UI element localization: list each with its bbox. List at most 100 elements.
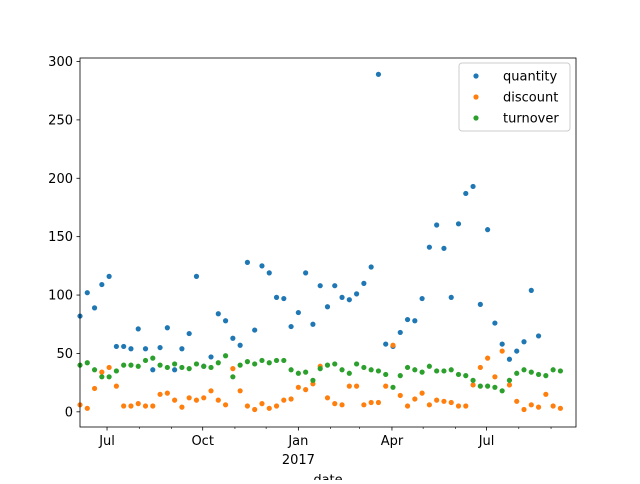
quantity-point bbox=[84, 290, 90, 296]
quantity-point bbox=[528, 287, 534, 293]
discount-point bbox=[448, 399, 454, 406]
quantity-point bbox=[208, 354, 214, 360]
discount-point bbox=[201, 395, 207, 401]
quantity-point bbox=[448, 294, 454, 300]
discount-point bbox=[193, 397, 200, 403]
legend-marker-turnover bbox=[473, 115, 479, 121]
discount-point bbox=[303, 387, 309, 393]
quantity-point bbox=[295, 309, 301, 316]
discount-point bbox=[419, 390, 425, 396]
data-marks bbox=[77, 71, 564, 413]
discount-point bbox=[84, 405, 90, 411]
discount-point bbox=[412, 396, 418, 402]
discount-point bbox=[550, 403, 556, 409]
discount-point bbox=[339, 402, 345, 408]
turnover-point bbox=[361, 364, 367, 371]
turnover-point bbox=[281, 357, 287, 364]
discount-point bbox=[106, 364, 112, 371]
discount-point bbox=[521, 406, 527, 413]
x-tick-label: Jan bbox=[287, 434, 308, 449]
legend: quantity discount turnover bbox=[458, 62, 571, 132]
turnover-point bbox=[404, 364, 411, 371]
discount-point bbox=[135, 401, 141, 407]
turnover-point bbox=[317, 366, 323, 372]
discount-point bbox=[332, 401, 338, 407]
turnover-point bbox=[550, 367, 556, 373]
discount-point bbox=[164, 390, 170, 396]
turnover-point bbox=[383, 371, 389, 378]
turnover-point bbox=[463, 373, 469, 379]
turnover-point bbox=[557, 368, 564, 374]
x-tick-label: Jul bbox=[98, 434, 115, 449]
turnover-point bbox=[434, 368, 440, 374]
quantity-point bbox=[346, 297, 352, 303]
quantity-point bbox=[99, 281, 105, 288]
quantity-point bbox=[186, 330, 192, 337]
turnover-point bbox=[157, 362, 163, 368]
quantity-point bbox=[485, 227, 491, 233]
quantity-point bbox=[332, 283, 338, 289]
quantity-point bbox=[397, 329, 403, 336]
quantity-point bbox=[91, 305, 98, 311]
turnover-point bbox=[506, 377, 513, 383]
quantity-point bbox=[128, 346, 134, 352]
discount-point bbox=[208, 388, 214, 394]
x-tick-sublabel: 2017 bbox=[282, 453, 315, 468]
quantity-point bbox=[492, 320, 498, 326]
x-tick-label: Oct bbox=[191, 434, 213, 449]
turnover-point bbox=[477, 383, 483, 389]
turnover-point bbox=[288, 367, 294, 373]
legend-marker-discount bbox=[473, 94, 479, 100]
discount-point bbox=[186, 395, 192, 401]
turnover-point bbox=[91, 367, 98, 373]
quantity-point bbox=[281, 295, 287, 302]
quantity-point bbox=[419, 295, 425, 302]
discount-point bbox=[113, 383, 119, 389]
discount-point bbox=[397, 392, 403, 399]
series-quantity bbox=[77, 71, 542, 373]
x-tick-label: Jul bbox=[478, 434, 495, 449]
quantity-point bbox=[266, 270, 272, 276]
quantity-point bbox=[121, 343, 127, 350]
y-tick-label: 100 bbox=[48, 289, 73, 304]
discount-point bbox=[172, 397, 178, 403]
turnover-point bbox=[121, 362, 127, 368]
legend-marker-quantity bbox=[473, 73, 479, 79]
quantity-point bbox=[506, 356, 513, 362]
x-axis: date Jul Oct Jan 2017 Apr Jul bbox=[98, 427, 552, 484]
quantity-point bbox=[375, 71, 382, 77]
discount-point bbox=[295, 384, 301, 390]
discount-point bbox=[128, 403, 134, 409]
discount-point bbox=[543, 391, 549, 397]
y-tick-label: 150 bbox=[48, 230, 73, 245]
quantity-point bbox=[193, 273, 200, 279]
quantity-point bbox=[535, 333, 542, 339]
turnover-point bbox=[455, 371, 462, 378]
turnover-point bbox=[186, 366, 192, 372]
discount-point bbox=[390, 342, 396, 348]
turnover-point bbox=[215, 360, 221, 366]
legend-label-turnover: turnover bbox=[503, 112, 559, 127]
turnover-point bbox=[201, 363, 207, 369]
discount-point bbox=[179, 404, 185, 410]
discount-point bbox=[557, 405, 564, 411]
discount-point bbox=[485, 355, 491, 361]
discount-point bbox=[353, 383, 360, 389]
turnover-point bbox=[332, 361, 338, 367]
series-turnover bbox=[77, 353, 564, 394]
plot-frame bbox=[79, 57, 577, 428]
x-tick-label: Apr bbox=[381, 434, 404, 449]
turnover-point bbox=[426, 363, 432, 369]
turnover-point bbox=[543, 373, 549, 379]
turnover-point bbox=[528, 369, 534, 375]
quantity-point bbox=[273, 294, 280, 300]
turnover-point bbox=[492, 384, 498, 390]
quantity-point bbox=[361, 280, 367, 286]
turnover-point bbox=[324, 362, 331, 368]
turnover-point bbox=[230, 374, 236, 380]
quantity-point bbox=[135, 326, 141, 332]
discount-point bbox=[463, 403, 469, 409]
discount-point bbox=[455, 403, 462, 409]
